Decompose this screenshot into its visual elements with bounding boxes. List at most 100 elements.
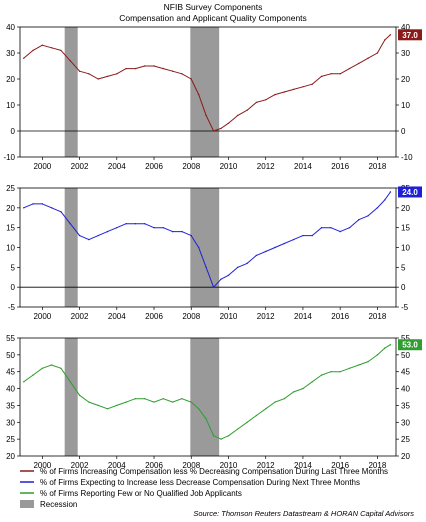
data-point — [220, 278, 222, 280]
data-point — [358, 219, 360, 221]
x-tick-label: 2018 — [368, 312, 386, 321]
data-point — [69, 223, 71, 225]
data-point — [134, 397, 137, 400]
data-point — [32, 374, 34, 376]
data-point — [32, 203, 34, 205]
recession-band — [190, 188, 220, 307]
data-point — [358, 364, 360, 366]
x-tick-label: 2014 — [294, 162, 312, 171]
y-tick-label-right: 10 — [401, 101, 410, 110]
data-point — [23, 381, 25, 383]
data-point — [255, 254, 258, 257]
legend-label: Recession — [40, 500, 77, 509]
data-point — [292, 391, 295, 393]
x-tick-label: 2008 — [182, 312, 200, 321]
data-point — [246, 109, 248, 111]
data-point — [389, 191, 392, 193]
data-point — [246, 421, 248, 423]
data-point — [367, 215, 369, 217]
data-point — [181, 73, 183, 75]
panel-3: 20 20 25 25 30 30 35 35 40 40 45 45 50 50 55 55 2000 2002… — [6, 334, 422, 470]
x-tick-label: 2002 — [71, 312, 89, 321]
data-point — [88, 73, 90, 75]
x-tick-label: 2010 — [220, 162, 238, 171]
y-tick-label: 10 — [6, 244, 15, 253]
last-value-badge — [398, 339, 422, 351]
y-tick-label-right: 35 — [401, 401, 410, 410]
data-point — [205, 114, 207, 117]
data-point — [97, 78, 99, 80]
y-tick-label-right: 15 — [401, 224, 410, 233]
data-point — [384, 199, 386, 201]
data-point — [41, 203, 44, 205]
data-point — [144, 223, 146, 225]
x-tick-label: 2008 — [182, 162, 200, 171]
x-tick-label: 2014 — [294, 461, 312, 470]
data-point — [50, 207, 53, 209]
data-point — [265, 99, 267, 101]
series-line — [23, 34, 391, 132]
y-tick-label: 20 — [6, 75, 15, 84]
x-tick-label: 2016 — [331, 162, 349, 171]
data-point — [274, 401, 276, 403]
data-point — [283, 91, 286, 93]
y-tick-label-right: 10 — [401, 244, 410, 253]
data-point — [212, 130, 215, 132]
data-point — [190, 78, 192, 80]
data-point — [153, 65, 155, 67]
data-point — [292, 88, 295, 91]
data-point — [311, 83, 313, 85]
y-tick-label: -5 — [8, 303, 16, 312]
data-point — [78, 394, 81, 397]
data-point — [69, 381, 71, 383]
recession-band — [190, 338, 220, 456]
last-value-label: 53.0 — [402, 341, 418, 350]
y-tick-label-right: 40 — [401, 385, 410, 394]
data-point — [246, 262, 248, 265]
data-point — [265, 250, 267, 253]
data-point — [78, 70, 81, 72]
y-tick-label: 30 — [6, 49, 15, 58]
y-tick-label: 0 — [11, 283, 16, 292]
data-point — [197, 93, 200, 96]
data-point — [60, 367, 62, 370]
y-tick-label: 20 — [6, 452, 15, 461]
x-tick-label: 2000 — [33, 162, 51, 171]
data-point — [384, 39, 386, 41]
data-point — [181, 230, 183, 233]
data-point — [116, 226, 118, 229]
data-point — [283, 242, 286, 245]
data-point — [283, 397, 286, 400]
data-point — [50, 47, 53, 49]
y-tick-label-right: 50 — [401, 351, 410, 360]
data-point — [171, 401, 174, 403]
legend-swatch — [20, 500, 34, 508]
data-point — [162, 397, 165, 400]
data-point — [339, 371, 341, 373]
x-tick-label: 2014 — [294, 312, 312, 321]
last-value-label: 37.0 — [402, 31, 418, 40]
legend-item: % of Firms Reporting Few or No Qualified… — [20, 489, 242, 498]
data-point — [255, 414, 258, 417]
data-point — [205, 266, 207, 269]
data-point — [50, 364, 53, 366]
y-tick-label: 40 — [6, 23, 15, 32]
data-point — [376, 207, 379, 209]
data-point — [376, 354, 379, 356]
data-point — [237, 266, 239, 269]
series-line — [23, 191, 391, 288]
x-tick-label: 2002 — [71, 461, 89, 470]
last-value-badge — [398, 186, 422, 198]
data-point — [330, 371, 332, 373]
plot-frame — [19, 26, 397, 158]
recession-band — [190, 27, 220, 157]
y-tick-label: 55 — [6, 334, 15, 343]
data-point — [190, 401, 192, 403]
data-point — [367, 360, 369, 363]
data-point — [358, 62, 360, 65]
x-tick-label: 2004 — [108, 312, 126, 321]
data-point — [153, 226, 155, 229]
y-tick-label-right: 5 — [401, 263, 406, 272]
legend-item: % of Firms Expecting to Increase less De… — [20, 478, 360, 487]
data-point — [384, 347, 386, 349]
